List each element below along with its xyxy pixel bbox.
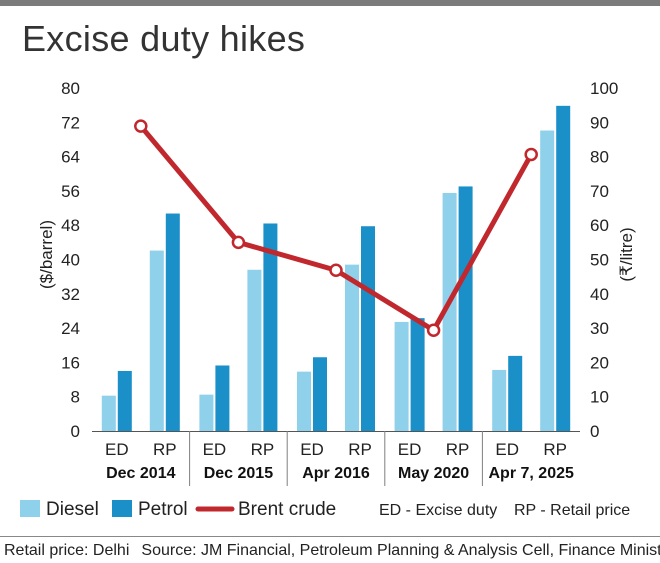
left-tick-label: 0 — [71, 422, 80, 441]
diesel-bar — [199, 394, 214, 431]
sub-category-label: RP — [543, 440, 567, 459]
petrol-bar — [117, 370, 132, 431]
group-label: Apr 7, 2025 — [489, 465, 574, 482]
sub-category-label: RP — [348, 440, 372, 459]
left-tick-label: 64 — [61, 148, 80, 167]
sub-category-label: RP — [153, 440, 177, 459]
left-tick-label: 72 — [61, 113, 80, 132]
left-tick-label: 8 — [71, 388, 80, 407]
group-label: Dec 2015 — [204, 465, 273, 482]
right-tick-label: 80 — [590, 148, 609, 167]
petrol-bar — [215, 365, 230, 431]
diesel-bar — [101, 395, 116, 431]
sub-category-label: ED — [105, 440, 129, 459]
legend-note-rp: RP - Retail price — [514, 502, 630, 519]
brent-crude-line — [138, 124, 534, 333]
petrol-bar — [165, 213, 180, 431]
chart: 0 8 16 24 32 40 48 56 64 72 80 0 10 20 30 40 50 60 70 80 90 1… — [20, 79, 636, 520]
diesel-bar — [492, 369, 507, 431]
right-tick-label: 40 — [590, 285, 609, 304]
legend-petrol-swatch — [112, 500, 132, 517]
petrol-bar — [458, 186, 473, 431]
brent-crude-point — [329, 263, 343, 277]
legend-brent-label: Brent crude — [238, 499, 336, 520]
petrol-bar — [410, 318, 425, 431]
right-tick-label: 60 — [590, 216, 609, 235]
petrol-bar — [313, 357, 327, 431]
sub-category-label: ED — [203, 440, 227, 459]
legend-diesel-swatch — [20, 500, 40, 517]
left-tick-label: 80 — [61, 79, 80, 98]
right-tick-label: 50 — [590, 251, 609, 270]
petrol-bar — [556, 105, 571, 431]
right-tick-label: 30 — [590, 319, 609, 338]
right-tick-label: 70 — [590, 182, 609, 201]
left-tick-label: 16 — [61, 353, 80, 372]
left-tick-label: 24 — [61, 319, 80, 338]
footer-retail-note: Retail price: Delhi — [4, 542, 130, 559]
left-tick-label: 48 — [61, 216, 80, 235]
sub-category-label: ED — [300, 440, 324, 459]
petrol-bar — [263, 223, 278, 431]
petrol-bar — [361, 226, 375, 431]
sub-category-label: RP — [446, 440, 470, 459]
diesel-bar — [345, 264, 359, 431]
right-tick-label: 0 — [590, 422, 599, 441]
left-tick-label: 40 — [61, 251, 80, 270]
footer: Retail price: Delhi Source: JM Financial,… — [4, 542, 660, 560]
diesel-bar — [247, 269, 262, 431]
legend-petrol-label: Petrol — [138, 499, 188, 520]
diesel-bar — [442, 192, 457, 431]
diesel-bar — [394, 321, 409, 431]
left-tick-label: 56 — [61, 182, 80, 201]
sub-category-label: ED — [495, 440, 519, 459]
right-tick-label: 100 — [590, 79, 618, 98]
legend-diesel-label: Diesel — [46, 499, 99, 520]
right-tick-label: 90 — [590, 113, 609, 132]
brent-crude-point — [426, 323, 441, 337]
group-label: May 2020 — [398, 465, 469, 482]
right-axis-title: (₹/litre) — [617, 227, 636, 281]
top-bar — [0, 0, 660, 6]
group-label: Apr 2016 — [302, 465, 370, 482]
diesel-bar — [540, 130, 555, 432]
diesel-bar — [297, 371, 311, 431]
petrol-bar — [508, 355, 523, 431]
brent-crude-point — [134, 119, 148, 133]
legend-note-ed: ED - Excise duty — [379, 502, 497, 519]
brent-crude-point — [524, 147, 538, 162]
left-axis-title: ($/barrel) — [37, 220, 56, 289]
group-label: Dec 2014 — [106, 465, 175, 482]
footer-divider — [0, 536, 660, 537]
left-tick-label: 32 — [61, 285, 80, 304]
chart-title: Excise duty hikes — [22, 18, 306, 59]
brent-crude-point — [231, 235, 246, 250]
diesel-bar — [149, 250, 164, 431]
right-tick-label: 20 — [590, 353, 609, 372]
right-tick-label: 10 — [590, 388, 609, 407]
sub-category-label: RP — [251, 440, 275, 459]
footer-source: Source: JM Financial, Petroleum Planning… — [141, 542, 660, 559]
sub-category-label: ED — [398, 440, 422, 459]
